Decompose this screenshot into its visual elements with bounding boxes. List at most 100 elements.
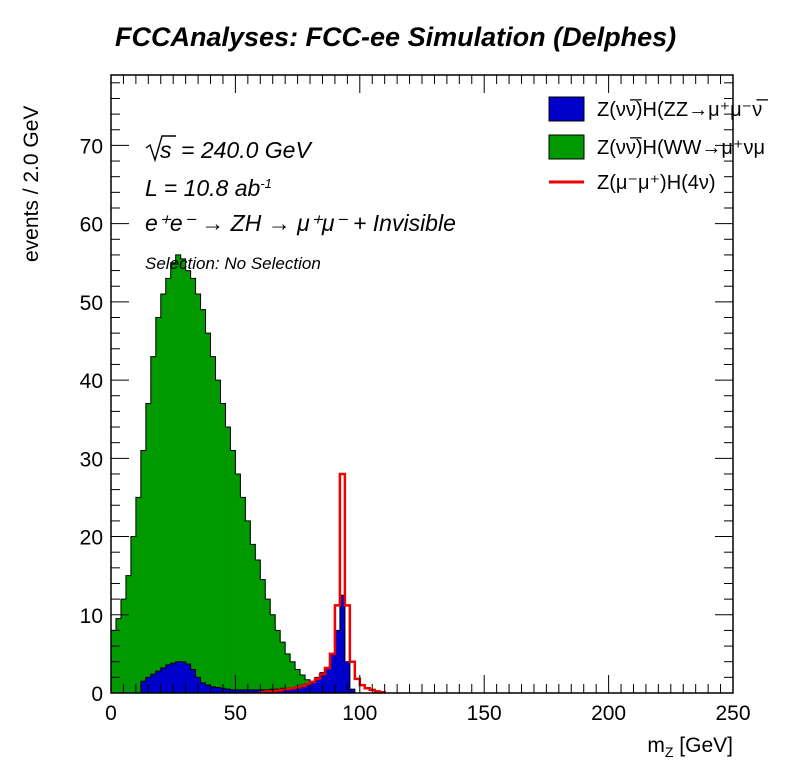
x-axis-title: mZ [GeV] — [647, 734, 733, 760]
bar-ww-36 — [200, 309, 206, 693]
chart-title: FCCAnalyses: FCC-ee Simulation (Delphes) — [115, 22, 676, 52]
bar-ww-34 — [195, 294, 201, 693]
bar-ww-8 — [130, 536, 137, 693]
histogram-layer — [110, 254, 386, 694]
bar-ww-60 — [260, 579, 266, 693]
bar-ww-52 — [240, 497, 246, 693]
luminosity-annotation: L = 10.8 ab-1 — [145, 175, 272, 201]
bar-ww-2 — [115, 618, 122, 693]
x-tick-labels: 0 50 100 150 200 250 — [105, 702, 750, 725]
y-tick-label: 10 — [80, 605, 103, 628]
bar-zz-80 — [310, 681, 316, 693]
y-axis-title: events / 2.0 GeV — [20, 106, 43, 262]
series-mumu-line — [259, 472, 386, 694]
bar-ww-62 — [265, 599, 271, 693]
bar-ww-50 — [235, 473, 241, 693]
y-tick-label: 70 — [80, 135, 103, 158]
bar-zz-84 — [319, 672, 326, 693]
bar-ww-16 — [150, 356, 157, 693]
y-tick-labels: 0 10 20 30 40 50 60 70 — [80, 135, 103, 706]
bar-ww-14 — [145, 403, 152, 693]
bar-zz-32 — [190, 669, 196, 693]
bar-ww-68 — [280, 642, 286, 693]
bar-ww-22 — [165, 278, 172, 693]
bar-zz-72 — [290, 687, 296, 693]
bar-zz-94 — [344, 661, 351, 693]
legend-label-ww: Z(νν̅)H(WW→μ⁺νμ — [597, 136, 765, 159]
bar-zz-38 — [205, 685, 211, 693]
bar-ww-18 — [155, 317, 162, 693]
bar-zz-86 — [324, 667, 331, 693]
bar-zz-50 — [235, 689, 241, 693]
bar-zz-30 — [185, 664, 192, 693]
bar-zz-28 — [180, 661, 187, 693]
bar-ww-28 — [180, 258, 187, 693]
bar-ww-6 — [125, 575, 132, 693]
bar-zz-16 — [150, 674, 157, 693]
bar-ww-10 — [135, 497, 142, 693]
bar-ww-74 — [295, 669, 301, 693]
bar-ww-32 — [190, 278, 196, 693]
bar-ww-26 — [175, 254, 182, 693]
bar-zz-22 — [165, 664, 172, 693]
bar-ww-76 — [300, 675, 306, 693]
sqrt-s-value: = 240.0 GeV — [181, 137, 313, 163]
bar-zz-96 — [349, 689, 356, 693]
bar-zz-58 — [255, 689, 261, 693]
bar-zz-92 — [339, 595, 346, 693]
x-tick-label: 50 — [224, 702, 247, 725]
sqrt-s-variable: s — [160, 137, 172, 163]
bar-zz-24 — [170, 663, 177, 693]
bar-zz-70 — [285, 688, 291, 693]
bar-ww-40 — [210, 356, 216, 693]
bar-ww-24 — [170, 262, 177, 693]
bar-zz-90 — [334, 630, 341, 693]
legend-label-mumu: Z(μ⁻μ⁺)H(4ν) — [597, 172, 716, 194]
bar-ww-42 — [215, 380, 221, 693]
bar-zz-48 — [230, 689, 236, 693]
bar-ww-70 — [285, 653, 291, 693]
bar-ww-72 — [290, 661, 296, 693]
legend-swatch-zz — [548, 96, 585, 122]
bar-ww-58 — [255, 560, 261, 693]
plot-frame — [110, 74, 734, 694]
y-tick-label: 40 — [80, 370, 103, 393]
bar-zz-26 — [175, 661, 182, 693]
series-ww-outline — [110, 254, 341, 693]
bar-ww-48 — [230, 450, 236, 693]
x-tick-label: 150 — [467, 702, 502, 725]
bar-zz-46 — [225, 689, 231, 693]
luminosity-exponent: -1 — [260, 176, 272, 191]
bar-zz-52 — [240, 689, 246, 693]
bar-zz-82 — [315, 677, 321, 693]
bar-ww-30 — [185, 270, 192, 693]
x-tick-label: 200 — [591, 702, 626, 725]
bar-zz-18 — [155, 671, 162, 693]
bar-ww-4 — [120, 599, 127, 693]
x-tick-label: 0 — [105, 702, 117, 725]
legend-label-zz: Z(νν̅)H(ZZ→μ⁺μ⁻ν̅ — [597, 98, 768, 121]
bar-ww-20 — [160, 294, 167, 693]
x-tick-label: 250 — [715, 702, 750, 725]
bar-ww-38 — [205, 333, 211, 693]
legend: Z(νν̅)H(ZZ→μ⁺μ⁻ν̅ Z(νν̅)H(WW→μ⁺νμ Z(μ⁻μ⁺… — [548, 96, 768, 194]
bar-zz-12 — [140, 681, 147, 693]
bar-ww-54 — [245, 520, 251, 693]
y-tick-label: 60 — [80, 214, 103, 237]
bar-zz-56 — [250, 689, 256, 693]
bar-ww-64 — [270, 614, 276, 693]
y-tick-label: 30 — [80, 448, 103, 471]
bar-ww-56 — [250, 544, 256, 693]
bar-zz-20 — [160, 667, 167, 693]
bar-zz-76 — [300, 685, 306, 693]
bar-zz-36 — [200, 682, 206, 693]
bar-ww-46 — [225, 427, 231, 693]
luminosity-value: L = 10.8 ab — [145, 175, 261, 201]
x-tick-label: 100 — [342, 702, 377, 725]
process-annotation: e⁺e⁻ → ZH → μ⁺μ⁻ + Invisible — [145, 210, 456, 236]
y-tick-label: 0 — [91, 683, 103, 706]
y-tick-label: 50 — [80, 292, 103, 315]
bar-zz-40 — [210, 686, 216, 693]
selection-annotation: Selection: No Selection — [145, 254, 321, 273]
